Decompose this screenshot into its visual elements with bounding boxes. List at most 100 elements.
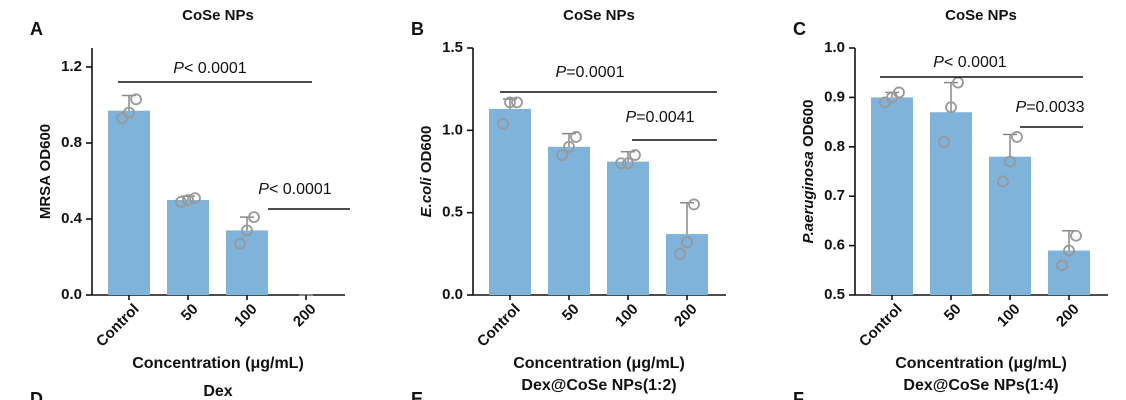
x-axis-label: Concentration (μg/mL) [132,355,304,372]
panel-label: A [30,19,43,39]
chart-title: CoSe NPs [563,7,635,24]
panel-label: E [411,389,423,400]
x-tick-label: 100 [231,301,261,331]
y-tick-label: 1.0 [824,39,845,56]
data-point [116,112,128,125]
data-point [248,211,260,224]
y-tick-label: 1.5 [442,39,463,56]
chart-title: Dex [203,383,232,400]
bar [989,156,1031,295]
y-tick-label: 0.4 [61,210,83,227]
data-point [570,131,582,143]
data-point [1056,259,1068,272]
x-tick-label: 100 [994,301,1024,331]
y-axis-label-text: MRSA OD600 [37,124,54,219]
significance-p: P [173,60,184,77]
x-tick-label: 100 [612,301,642,331]
data-point [241,224,253,237]
panel-label: F [793,389,804,400]
y-tick-label: 0.7 [824,187,845,204]
bar [167,200,209,295]
data-point [629,149,641,161]
y-tick-label: 0.8 [61,134,82,151]
bar [226,230,268,295]
panel-label: C [793,19,806,39]
significance-value: =0.0001 [566,64,624,81]
data-point [1004,155,1016,168]
x-axis-label: Concentration (μg/mL) [895,355,1067,372]
data-point [234,237,246,250]
significance-label: P=0.0001 [556,64,625,81]
significance-label: P< 0.0001 [258,181,332,198]
y-tick-label: 0.9 [824,88,845,105]
data-point [563,140,575,153]
data-point [1070,229,1082,242]
bar [108,110,150,295]
y-tick-label: 0.0 [61,286,82,303]
y-tick-label: 1.0 [442,121,463,138]
data-point [130,93,142,106]
data-point [997,175,1009,188]
x-tick-label: Control [93,301,143,351]
y-tick-label: 0.8 [824,138,845,155]
data-point [504,96,516,109]
data-point [681,236,693,249]
panel-label: B [411,19,424,39]
bar [489,108,531,295]
y-tick-label: 0.6 [824,237,845,254]
significance-p: P [258,181,269,198]
x-tick-label: Control [856,301,906,351]
significance-label: P=0.0033 [1016,99,1085,116]
data-point [938,135,950,148]
data-point [1011,131,1023,143]
bar [666,234,708,295]
y-tick-label: 0.5 [824,286,845,303]
data-point [674,247,686,260]
chart-title: Dex@CoSe NPs(1:2) [521,377,676,394]
data-point [622,157,634,170]
bar [930,112,972,295]
y-axis-label-italic: E.coli [418,177,435,218]
x-tick-label: 200 [290,301,320,331]
data-point [893,86,905,99]
chart-title: Dex@CoSe NPs(1:4) [903,377,1058,394]
x-tick-label: 50 [559,301,583,325]
y-tick-label: 0.5 [442,204,463,221]
bar [1048,250,1090,295]
data-point [615,157,627,170]
y-axis-label-text: OD600 [418,126,435,178]
data-point [1063,244,1075,257]
y-axis-label: P.aeruginosa OD600 [800,100,817,244]
x-tick-label: 50 [178,301,202,325]
significance-value: < 0.0001 [184,60,247,77]
data-point [511,96,523,109]
data-point [123,106,135,119]
x-tick-label: 200 [1053,301,1083,331]
significance-value: =0.0033 [1026,99,1084,116]
bar [607,161,649,295]
significance-label: P< 0.0001 [173,60,247,77]
data-point [688,198,700,211]
significance-value: =0.0041 [636,109,694,126]
data-point [182,194,194,206]
significance-label: P=0.0041 [626,109,695,126]
data-point [556,149,568,161]
data-point [497,117,509,130]
bar [548,146,590,295]
panel-label: D [30,389,43,400]
data-point [945,101,957,114]
significance-label: P< 0.0001 [933,54,1007,71]
y-axis-label-italic: P.aeruginosa [800,151,817,243]
significance-value: < 0.0001 [944,54,1007,71]
bar [871,97,913,296]
chart-title: CoSe NPs [945,7,1017,24]
y-axis-label-text: OD600 [800,100,817,152]
x-tick-label: Control [474,301,524,351]
x-tick-label: 50 [941,301,965,325]
significance-p: P [556,64,567,81]
chart-title: CoSe NPs [182,7,254,24]
significance-p: P [1016,99,1027,116]
significance-value: < 0.0001 [269,181,332,198]
y-tick-label: 0.0 [442,286,463,303]
